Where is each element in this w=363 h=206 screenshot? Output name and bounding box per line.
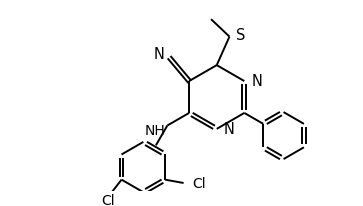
Text: Cl: Cl — [192, 176, 205, 190]
Text: N: N — [154, 47, 165, 62]
Text: N: N — [224, 121, 235, 136]
Text: NH: NH — [145, 123, 166, 137]
Text: S: S — [236, 28, 245, 43]
Text: Cl: Cl — [101, 193, 115, 206]
Text: N: N — [252, 74, 262, 88]
